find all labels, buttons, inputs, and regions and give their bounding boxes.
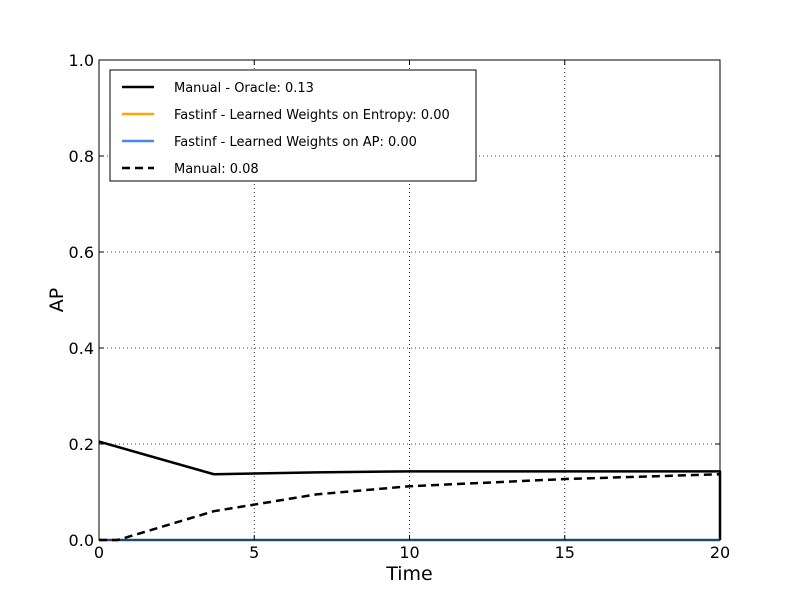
y-tick-label: 0.4 (69, 339, 94, 358)
x-tick-label: 15 (555, 543, 575, 562)
legend-label-3: Fastinf - Learned Weights on AP: 0.00 (174, 135, 417, 150)
legend: Manual - Oracle: 0.13 Fastinf - Learned W… (109, 69, 477, 182)
legend-label-4: Manual: 0.08 (174, 162, 259, 177)
x-tick-label: 5 (249, 543, 259, 562)
y-tick-label: 0.2 (69, 435, 94, 454)
legend-label-2: Fastinf - Learned Weights on Entropy: 0.… (174, 108, 450, 123)
x-tick-label: 20 (710, 543, 730, 562)
axis-ticks: 0 5 10 15 20 0.0 0.2 0.4 0.6 0.8 1.0 (69, 51, 731, 562)
y-tick-label: 1.0 (69, 51, 94, 70)
x-axis-label: Time (385, 563, 433, 585)
y-tick-label: 0.8 (69, 147, 94, 166)
y-tick-label: 0.6 (69, 243, 94, 262)
legend-label-1: Manual - Oracle: 0.13 (174, 81, 314, 96)
x-tick-label: 10 (399, 543, 419, 562)
y-tick-label: 0.0 (69, 531, 94, 550)
legend-box (109, 69, 477, 182)
y-axis-label: AP (46, 288, 68, 312)
x-tick-label: 0 (94, 543, 104, 562)
